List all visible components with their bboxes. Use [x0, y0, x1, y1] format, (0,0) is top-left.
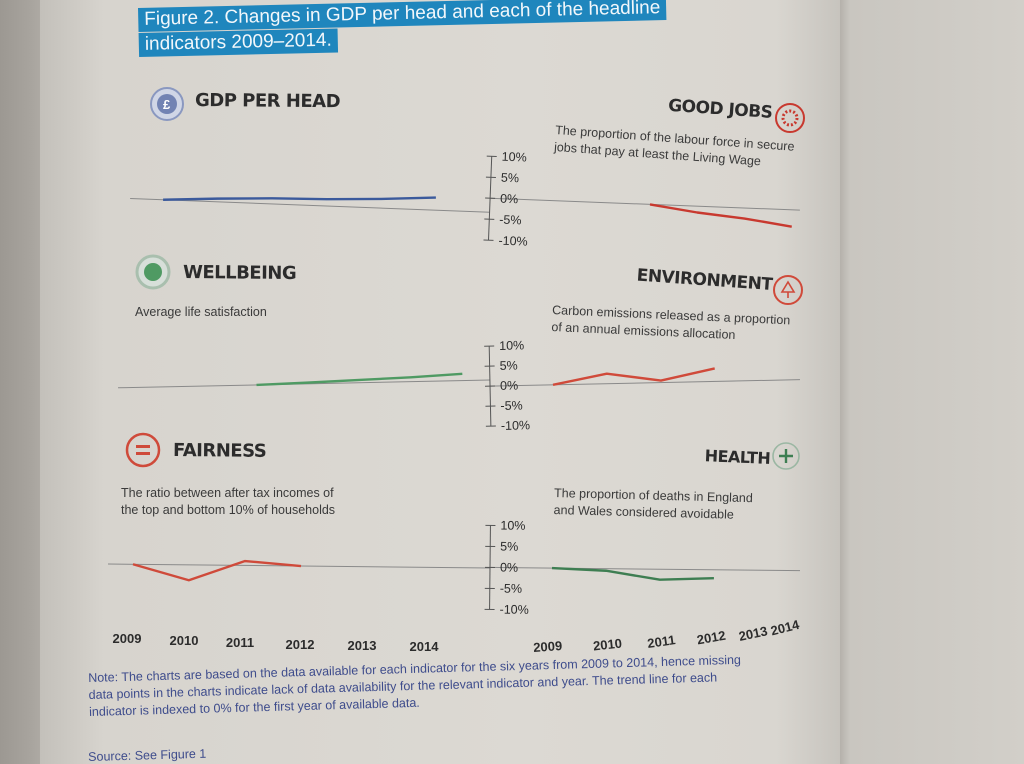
jobs-baseline [490, 197, 800, 211]
tree-icon-ring [773, 275, 803, 305]
chart-gdp [130, 196, 490, 213]
equals-icon-bar-top [136, 445, 150, 448]
wellbeing-description-line: Average life satisfaction [135, 305, 267, 319]
environment-tick-label: 5% [499, 359, 517, 373]
circle-dot-icon [135, 254, 171, 290]
gear-icon-ring [775, 103, 805, 133]
health-tick-label: -10% [499, 603, 528, 617]
year-label-left: 2010 [170, 633, 199, 648]
equals-icon-bar-bottom [136, 452, 150, 455]
chart-jobs: 10% 5% 0% -5% -10% [483, 150, 800, 249]
gdp-baseline [130, 197, 490, 213]
year-label-right: 2010 [592, 636, 622, 654]
gear-icon [775, 103, 805, 133]
year-label-right: 2009 [533, 638, 563, 655]
gdp-title: GDP PER HEAD [195, 90, 340, 112]
health-series-line [551, 566, 714, 581]
chart-fairness [108, 559, 490, 582]
chart-health: 10% 5% 0% -5% -10% [484, 519, 800, 617]
fairness-description-line: the top and bottom 10% of households [121, 503, 335, 517]
cross-icon [772, 442, 800, 470]
jobs-title: GOOD JOBS [668, 96, 774, 123]
year-label-right: 2012 [696, 628, 727, 648]
year-label-right: 2013 [737, 623, 768, 644]
wellbeing-description: Average life satisfaction [135, 305, 267, 319]
year-label-left: 2014 [410, 639, 440, 654]
year-label-right: 2011 [646, 632, 676, 651]
health-tick-label: 5% [500, 540, 518, 554]
fairness-series-line [132, 559, 302, 582]
gear-icon-teeth [781, 109, 799, 127]
chart-environment: 10% 5% 0% -5% -10% [484, 338, 800, 433]
year-label-left: 2009 [113, 631, 142, 646]
pound-icon-glyph: £ [163, 97, 171, 112]
tree-icon-shape [780, 280, 796, 298]
tree-icon [773, 275, 803, 305]
health-tick-label: -5% [500, 582, 522, 596]
environment-description: Carbon emissions released as a proportio… [551, 303, 790, 344]
year-label-left: 2011 [226, 635, 254, 650]
environment-tick-label: 0% [500, 379, 518, 393]
health-tick-label: 10% [500, 519, 525, 533]
equals-icon [125, 432, 161, 468]
jobs-tick-label: 0% [500, 192, 519, 207]
cross-icon-ring [772, 442, 800, 470]
health-description-line: The proportion of deaths in England [554, 486, 753, 505]
year-label-left: 2012 [286, 637, 315, 652]
pound-coin-icon: £ [150, 87, 184, 121]
jobs-tick-label: -5% [499, 213, 522, 228]
pound-icon-inner [157, 94, 177, 114]
fairness-description: The ratio between after tax incomes of th… [121, 486, 335, 517]
fairness-description-line: The ratio between after tax incomes of [121, 486, 334, 500]
jobs-tick-label: 5% [501, 171, 520, 186]
jobs-tick-label: -10% [498, 234, 528, 249]
health-description-line: and Wales considered avoidable [553, 503, 734, 522]
environment-series-line [552, 367, 715, 386]
environment-title: ENVIRONMENT [636, 266, 774, 295]
year-label-left: 2013 [348, 638, 377, 653]
environment-tick-label: 10% [499, 338, 524, 353]
year-label-right: 2014 [769, 617, 801, 639]
jobs-description: The proportion of the labour force in se… [553, 123, 795, 171]
environment-tick-label: -10% [501, 418, 530, 433]
fairness-title: FAIRNESS [173, 440, 266, 462]
chart-wellbeing [118, 372, 490, 389]
jobs-series-line [649, 203, 792, 228]
wellbeing-title: WELLBEING [183, 262, 296, 284]
health-tick-label: 0% [500, 561, 518, 575]
gdp-series-line [163, 196, 436, 201]
health-description: The proportion of deaths in Englandand W… [553, 486, 753, 522]
health-baseline [490, 566, 800, 572]
environment-tick-label: -5% [500, 398, 523, 412]
jobs-tick-label: 10% [501, 150, 527, 165]
dot-icon-inner [144, 263, 162, 281]
cross-icon-shape [779, 449, 793, 463]
health-title: HEALTH [704, 446, 770, 468]
equals-icon-ring [125, 432, 161, 468]
environment-baseline [490, 379, 800, 387]
